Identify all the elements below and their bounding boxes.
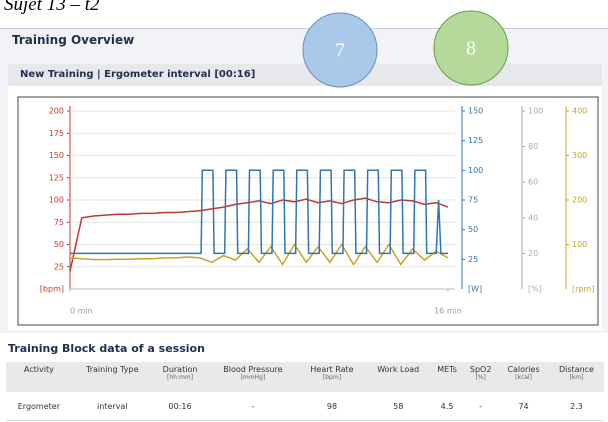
column-label: Calories: [507, 365, 540, 374]
column-unit: [km]: [569, 374, 584, 381]
column-header: Work Load: [365, 362, 431, 392]
tick-label: 20: [528, 249, 538, 258]
table-cell: 2.3: [548, 392, 604, 421]
column-header: Training Type: [71, 362, 153, 392]
table-cell: 98: [298, 392, 366, 421]
column-label: Heart Rate: [310, 365, 354, 374]
tick-label: 40: [528, 213, 538, 222]
column-label: Blood Pressure: [223, 365, 283, 374]
axis-label: [W]: [468, 285, 482, 294]
tick-label: 80: [528, 142, 538, 151]
column-header: SpO2 [%]: [463, 362, 499, 392]
badge-label: 8: [466, 38, 476, 60]
column-unit: [mmHg]: [240, 374, 266, 381]
column-header: Distance [km]: [548, 362, 604, 392]
x-tick-label: 16 min: [434, 307, 462, 316]
tick-label: 125: [468, 136, 483, 145]
table-cell: -: [463, 392, 499, 421]
tick-label: 75: [468, 196, 478, 205]
column-unit: [hh:mm]: [167, 374, 194, 381]
tick-label: 100: [49, 196, 64, 205]
tick-label: 150: [468, 107, 483, 116]
column-header: Activity: [6, 362, 72, 392]
series-line: [70, 169, 448, 255]
badge[interactable]: [433, 10, 509, 86]
series-line: [69, 243, 449, 266]
caption: Sujet 13 – t2: [4, 0, 100, 15]
column-unit: [%]: [475, 374, 486, 381]
chart-frame: [17, 96, 599, 326]
axis-label: [bpm]: [40, 285, 64, 294]
table-cell: 00:16: [152, 392, 208, 421]
tick-label: 200: [572, 196, 587, 205]
series-line: [69, 197, 449, 272]
column-label: Activity: [23, 365, 54, 374]
table-title: Training Block data of a session: [8, 342, 205, 355]
table-cell: interval: [71, 392, 153, 421]
badge[interactable]: [302, 12, 378, 88]
tick-label: 100: [528, 107, 543, 116]
table-cell: 74: [498, 392, 549, 421]
column-unit: [kcal]: [515, 374, 532, 381]
tick-label: 100: [572, 240, 587, 249]
overview-title: Training Overview: [12, 33, 135, 47]
tick-label: 50: [54, 240, 64, 249]
tick-label: 200: [49, 107, 64, 116]
column-header: Calories [kcal]: [498, 362, 549, 392]
table-cell: 58: [365, 392, 431, 421]
table-cell: -: [207, 392, 299, 421]
table-row: Ergometer interval 00:16-98 58 4.5-74 2.3: [6, 392, 604, 421]
chart: 7 8 25 50 75 100 125 150 175 200 [bpm] 25 50 75 100 1…: [17, 10, 599, 326]
column-header: Blood Pressure [mmHg]: [207, 362, 299, 392]
tick-label: 25: [54, 262, 64, 271]
tick-label: 50: [468, 225, 478, 234]
column-label: SpO2: [469, 365, 492, 374]
column-header: METs: [430, 362, 464, 392]
column-label: Duration: [162, 365, 198, 374]
panel-title: New Training | Ergometer interval [00:16…: [20, 69, 256, 80]
column-label: Training Type: [86, 365, 139, 374]
column-label: Distance: [558, 365, 594, 374]
tick-label: 125: [49, 173, 64, 182]
table-cell: 4.5: [430, 392, 464, 421]
x-tick-label: 0 min: [70, 307, 93, 316]
column-header: Heart Rate [bpm]: [298, 362, 366, 392]
tick-label: 100: [468, 166, 483, 175]
tick-label: 400: [572, 107, 587, 116]
tick-label: 75: [54, 218, 64, 227]
tick-label: 25: [468, 255, 478, 264]
badge-label: 7: [335, 40, 345, 62]
column-unit: [bpm]: [322, 374, 342, 381]
data-table: Activity Training Type Duration [hh:mm] Bloo…: [6, 362, 604, 421]
tick-label: 175: [49, 129, 64, 138]
axis-label: [rpm]: [572, 285, 594, 294]
tick-label: 300: [572, 151, 587, 160]
tick-label: 150: [49, 151, 64, 160]
axis-label: [%]: [528, 285, 542, 294]
column-label: METs: [437, 365, 457, 374]
table-cell: Ergometer: [6, 392, 72, 421]
tick-label: 60: [528, 178, 538, 187]
column-label: Work Load: [377, 365, 420, 374]
column-header: Duration [hh:mm]: [152, 362, 208, 392]
